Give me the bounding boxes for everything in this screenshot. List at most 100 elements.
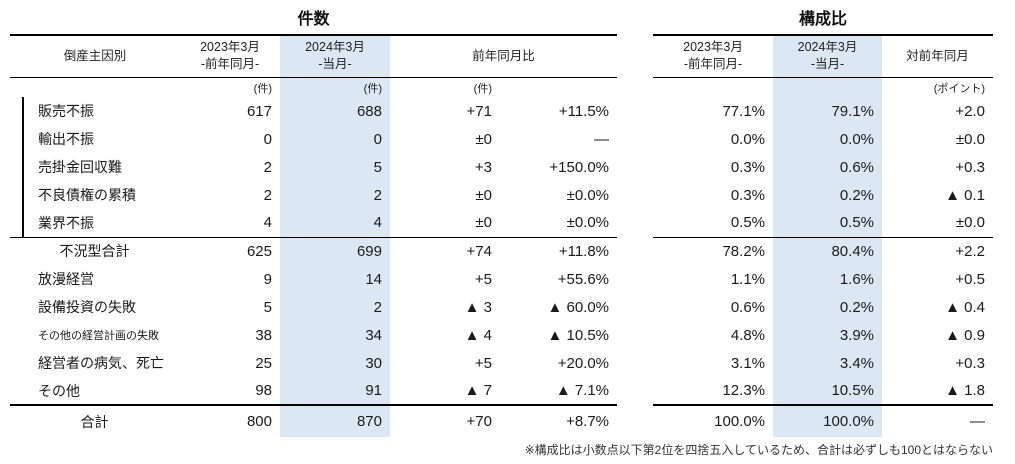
- table-row-subtotal: 不況型合計 625 699 +74 +11.8%: [10, 236, 618, 265]
- count-table: 件数 倒産主因別 2023年3月 -前年同月- 2024年3月 -当月- 前年同…: [10, 5, 618, 437]
- cell-diff-pct: ±0.0%: [566, 186, 610, 204]
- cell-label: 販売不振: [10, 97, 180, 125]
- cell-ratio-2024: 79.1%: [773, 97, 883, 125]
- table-row: 経営者の病気、死亡 25 30 +5 +20.0%: [10, 349, 617, 377]
- cell-label: 経営者の病気、死亡: [38, 355, 164, 371]
- cell-label: その他: [38, 382, 80, 399]
- cell-diff-pct: ▲ 7.1%: [555, 382, 610, 399]
- header-2024-ratio-line2: -当月-: [810, 57, 845, 72]
- table-row-total: 合計 800 870 +70 +8.7%: [10, 404, 618, 437]
- cell-diff-pct: +20.0%: [557, 354, 610, 372]
- table-row: 売掛金回収難 2 5 +3 +150.0%: [10, 153, 617, 181]
- cell-ratio-2024: 100.0%: [773, 404, 883, 437]
- header-2023-ratio-line1: 2023年3月: [683, 40, 743, 55]
- cell-2024: 2: [280, 181, 390, 209]
- ratio-table-grid: 2023年3月 -前年同月- 2024年3月 -当月- 対前年同月 (ポイント)…: [653, 34, 994, 437]
- header-2023-ratio-line2: -前年同月-: [683, 57, 743, 72]
- count-table-grid: 倒産主因別 2023年3月 -前年同月- 2024年3月 -当月- 前年同月比 …: [10, 34, 618, 437]
- cell-ratio-2023: 12.3%: [722, 382, 766, 399]
- cell-points-diff: ±0.0: [955, 130, 986, 148]
- cell-diff: +3: [474, 158, 492, 176]
- cell-ratio-2024: 0.6%: [773, 153, 883, 181]
- cell-2023: 4: [263, 214, 272, 232]
- count-header-row: 倒産主因別 2023年3月 -前年同月- 2024年3月 -当月- 前年同月比: [10, 35, 618, 78]
- cell-label: 放漫経営: [38, 271, 94, 287]
- cell-diff: +5: [474, 354, 492, 372]
- table-row: 販売不振 617 688 +71 +11.5%: [10, 97, 617, 125]
- cell-ratio-2023: 3.1%: [730, 354, 766, 372]
- cell-ratio-2023: 0.3%: [730, 186, 766, 204]
- unit-label-2023: (件): [253, 83, 272, 95]
- cell-ratio-2023: 0.0%: [730, 130, 766, 148]
- cell-2024: 34: [280, 321, 390, 349]
- header-2024-count-line1: 2024年3月: [305, 40, 365, 55]
- cell-ratio-2024: 0.0%: [773, 125, 883, 153]
- cell-diff: ▲ 3: [464, 298, 492, 316]
- cell-diff-pct: +11.5%: [558, 102, 610, 120]
- cell-diff: ▲ 7: [464, 382, 492, 399]
- cell-ratio-2024: 3.4%: [773, 349, 883, 377]
- cell-ratio-2023: 0.3%: [730, 158, 766, 176]
- cell-points-diff: +0.5: [955, 270, 986, 288]
- cell-label: 不良債権の累積: [10, 181, 180, 209]
- cell-label: 不況型合計: [10, 236, 180, 265]
- cell-2023: 9: [263, 270, 272, 288]
- cell-2023: 38: [255, 326, 272, 344]
- cell-points-diff: +0.3: [955, 354, 986, 372]
- header-yoy-change: 前年同月比: [390, 35, 618, 78]
- cell-points-diff: ▲ 1.8: [945, 382, 986, 399]
- table-row-subtotal: 78.2% 80.4% +2.2: [653, 236, 994, 265]
- cell-diff-pct: +150.0%: [549, 158, 610, 176]
- cell-2023: 617: [246, 102, 272, 120]
- cell-ratio-2023: 4.8%: [730, 326, 766, 344]
- header-2024-count-line2: -当月-: [318, 57, 352, 72]
- cell-ratio-2023: 78.2%: [653, 236, 774, 265]
- cell-diff-pct: —: [594, 130, 610, 148]
- cell-2023: 800: [180, 404, 280, 437]
- cell-2023: 2: [263, 186, 272, 204]
- cell-label: 売掛金回収難: [10, 153, 180, 181]
- cell-diff-pct: ▲ 10.5%: [547, 326, 610, 344]
- cell-points-diff: +2.2: [882, 236, 994, 265]
- cell-2024: 91: [280, 377, 390, 405]
- table-row: 3.1% 3.4% +0.3: [653, 349, 993, 377]
- cell-2023: 625: [180, 236, 280, 265]
- cell-diff: ±0: [475, 214, 492, 232]
- cell-2023: 25: [255, 354, 272, 372]
- cell-diff-pct: +55.6%: [557, 270, 610, 288]
- cell-2023: 5: [263, 298, 272, 316]
- ratio-units-row: (ポイント): [653, 77, 993, 97]
- table-row: 輸出不振 0 0 ±0 —: [10, 125, 617, 153]
- cell-ratio-2024: 0.2%: [773, 181, 883, 209]
- ratio-table: 構成比 2023年3月 -前年同月- 2024年3月 -当月- 対前年同月: [653, 5, 994, 437]
- cell-diff-pct: +11.8%: [500, 236, 618, 265]
- cell-ratio-2024: 0.2%: [773, 293, 883, 321]
- table-row: 77.1% 79.1% +2.0: [653, 97, 993, 125]
- cell-label: 業界不振: [10, 209, 180, 237]
- unit-label-diff: (件): [473, 83, 492, 95]
- cell-2024: 699: [280, 236, 390, 265]
- cell-2024: 870: [280, 404, 390, 437]
- table-row: 12.3% 10.5% ▲ 1.8: [653, 377, 993, 405]
- ratio-table-title: 構成比: [799, 11, 848, 28]
- cell-2024: 4: [280, 209, 390, 237]
- header-2024-ratio: 2024年3月 -当月-: [773, 35, 883, 78]
- cell-2024: 14: [280, 265, 390, 293]
- table-row: 放漫経営 9 14 +5 +55.6%: [10, 265, 617, 293]
- cell-points-diff: ±0.0: [955, 214, 986, 232]
- cell-diff: +74: [390, 236, 500, 265]
- table-row: 0.3% 0.2% ▲ 0.1: [653, 181, 993, 209]
- table-row: 0.3% 0.6% +0.3: [653, 153, 993, 181]
- cell-diff-pct: +8.7%: [500, 404, 618, 437]
- table-row: 業界不振 4 4 ±0 ±0.0%: [10, 209, 617, 237]
- cell-label: その他の経営計画の失敗: [38, 330, 159, 342]
- cell-ratio-2023: 1.1%: [730, 270, 766, 288]
- count-table-title: 件数: [297, 11, 330, 28]
- cell-2024: 30: [280, 349, 390, 377]
- cell-points-diff: ▲ 0.4: [945, 298, 986, 316]
- cell-diff: ±0: [475, 130, 492, 148]
- cell-points-diff: ▲ 0.9: [945, 326, 986, 344]
- cell-points-diff: +2.0: [955, 102, 986, 120]
- table-row: 0.5% 0.5% ±0.0: [653, 209, 993, 237]
